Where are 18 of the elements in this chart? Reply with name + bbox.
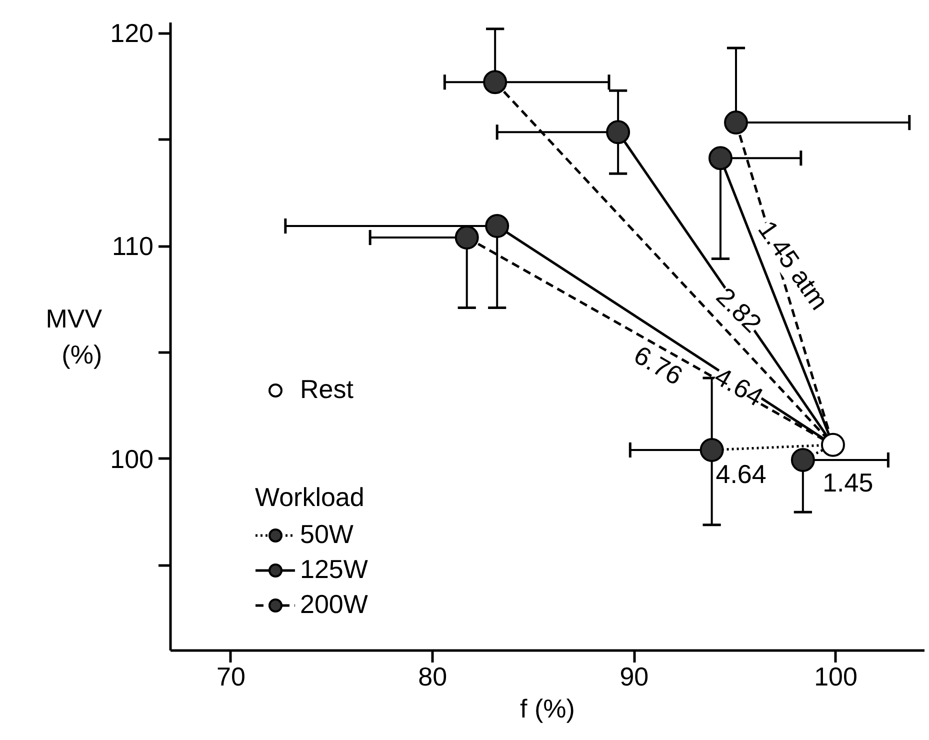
annotation: 4.64 (716, 458, 766, 489)
y-tick-label: 100 (110, 444, 154, 474)
x-tick-label: 90 (620, 662, 649, 692)
legend-label: 125W (300, 554, 368, 585)
annotation: 1.45 (822, 467, 874, 498)
x-tick-label: 70 (216, 662, 246, 692)
legend-label: 200W (300, 589, 368, 620)
annotation: 4.64 (710, 360, 768, 412)
legend-label: Rest (300, 374, 354, 405)
y-tick-label: 110 (112, 231, 154, 262)
annotation: 6.76 (628, 340, 688, 391)
y-tick-label: 120 (110, 18, 154, 48)
x-tick-label: 100 (814, 662, 858, 692)
legend-label: 50W (300, 519, 354, 550)
legend-title: Workload (255, 482, 366, 513)
y-axis-title: MVV (%) (46, 304, 103, 370)
x-axis-title: f (%) (520, 694, 575, 724)
x-tick-label: 80 (418, 662, 448, 692)
